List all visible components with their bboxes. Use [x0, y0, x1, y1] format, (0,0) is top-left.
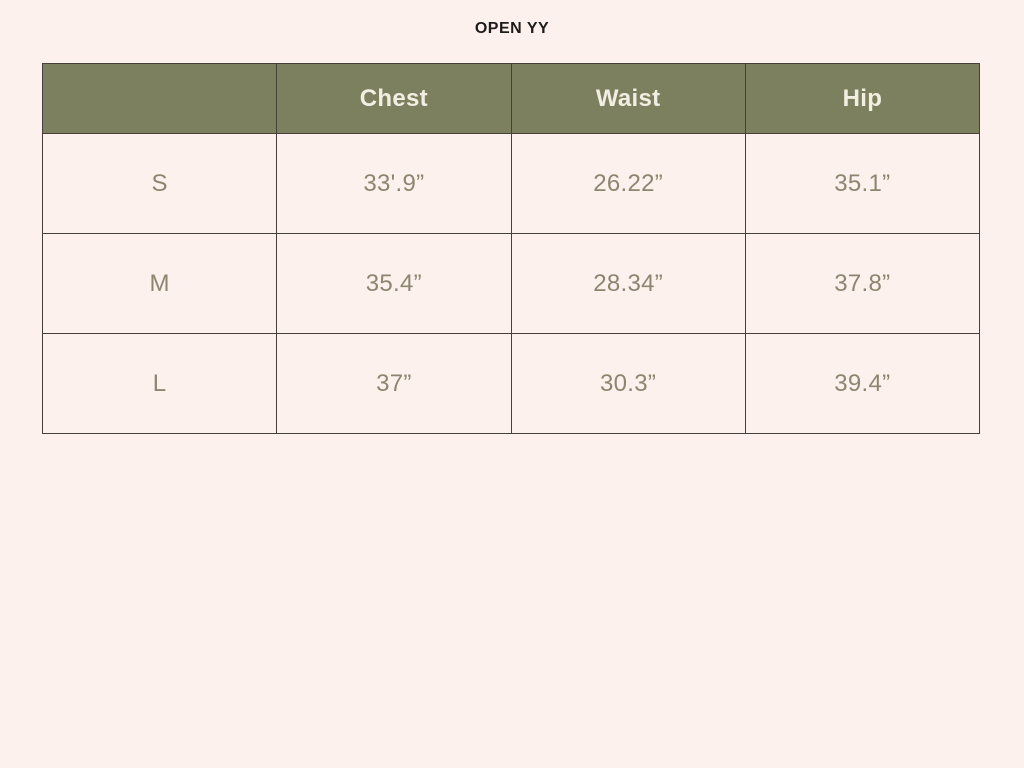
size-chart-header: Chest Waist Hip — [41, 63, 981, 134]
size-label: L — [41, 333, 278, 434]
header-cell-chest: Chest — [276, 63, 512, 134]
hip-value: 39.4” — [744, 333, 981, 434]
table-row-m: M 35.4” 28.34” 37.8” — [41, 233, 981, 334]
page-title: OPEN YY — [474, 20, 550, 37]
waist-value: 28.34” — [510, 233, 746, 334]
waist-value: 26.22” — [510, 133, 746, 234]
chest-value: 37” — [276, 333, 512, 434]
hip-value: 35.1” — [744, 133, 981, 234]
size-chart-table: Chest Waist Hip S 33'.9” 26.22” 35.1” M … — [41, 63, 981, 434]
size-label: M — [41, 233, 278, 334]
table-row-l: L 37” 30.3” 39.4” — [41, 333, 981, 434]
hip-value: 37.8” — [744, 233, 981, 334]
header-cell-hip: Hip — [744, 63, 981, 134]
size-chart-body: S 33'.9” 26.22” 35.1” M 35.4” 28.34” 37.… — [41, 133, 981, 434]
chest-value: 35.4” — [276, 233, 512, 334]
waist-value: 30.3” — [510, 333, 746, 434]
chest-value: 33'.9” — [276, 133, 512, 234]
header-cell-waist: Waist — [510, 63, 746, 134]
table-row-s: S 33'.9” 26.22” 35.1” — [41, 133, 981, 234]
header-row: Chest Waist Hip — [41, 63, 981, 134]
header-cell-size — [41, 63, 278, 134]
size-label: S — [41, 133, 278, 234]
